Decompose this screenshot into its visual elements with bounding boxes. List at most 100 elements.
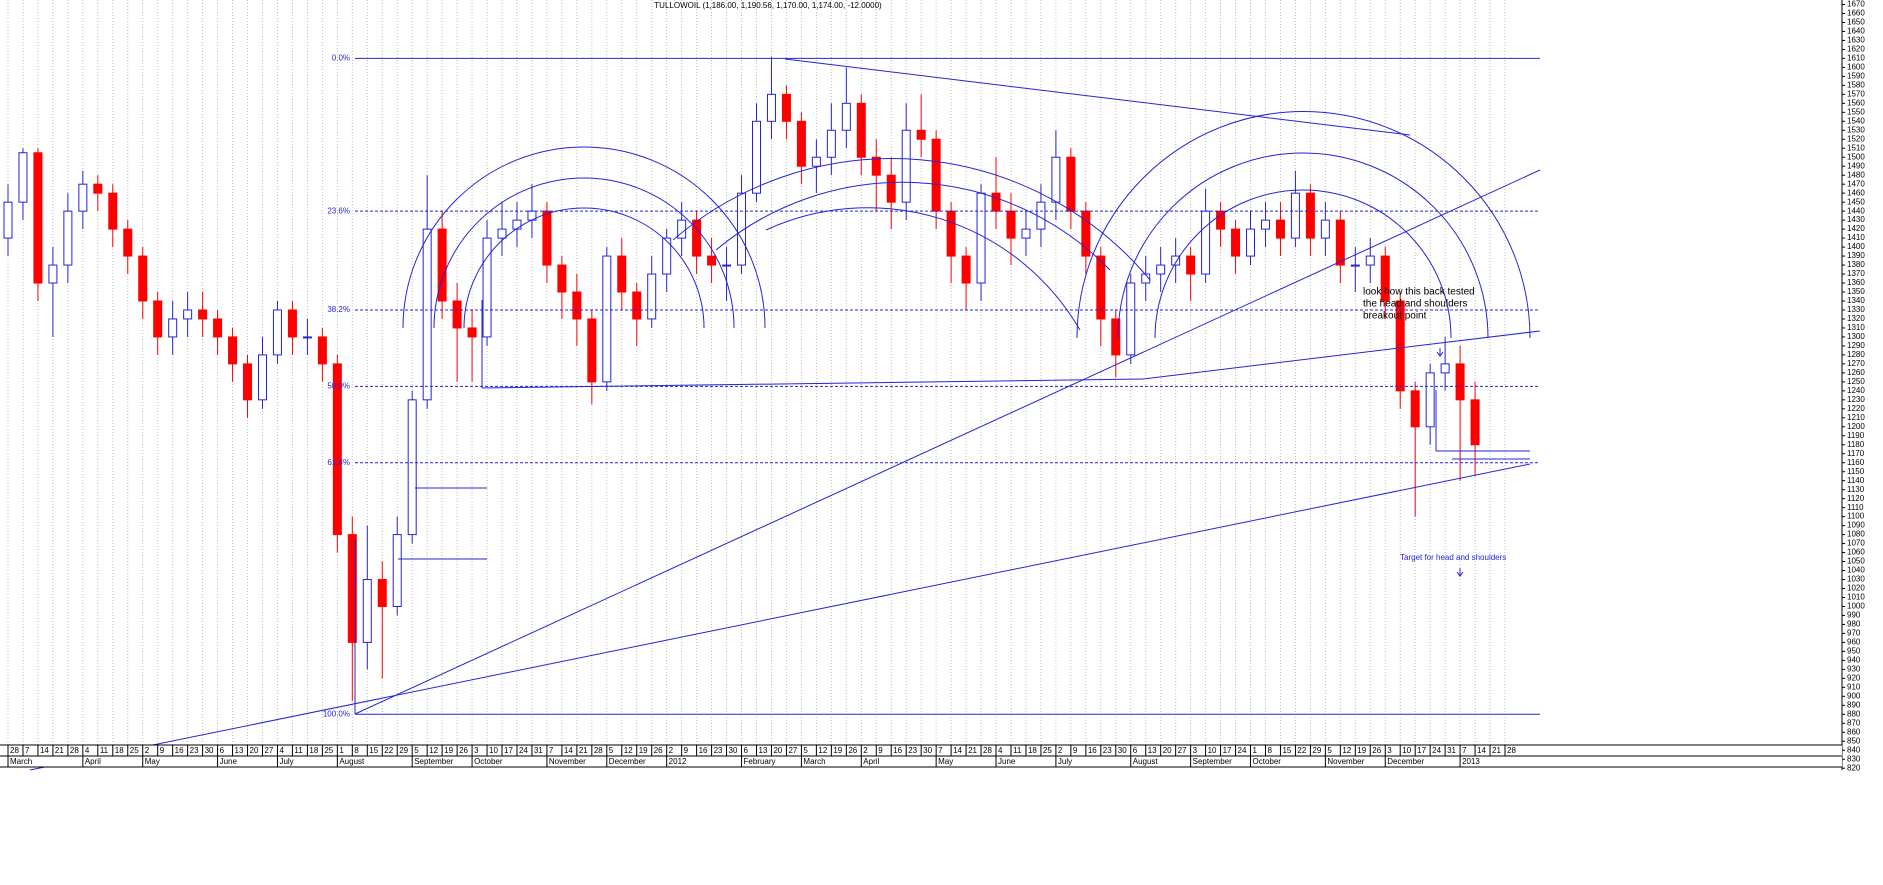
x-tick-label: 6 xyxy=(220,746,225,755)
candle-body xyxy=(1275,219,1285,239)
candle-body xyxy=(961,255,971,284)
x-tick-label: 9 xyxy=(684,746,689,755)
x-tick-label: 10 xyxy=(1402,746,1411,755)
x-tick-label: 9 xyxy=(1073,746,1078,755)
month-label: December xyxy=(609,757,646,766)
month-label: March xyxy=(10,757,32,766)
candle-body xyxy=(33,152,43,284)
arrow xyxy=(1436,348,1444,357)
x-tick-label: 14 xyxy=(1477,746,1486,755)
fib-label: 23.6% xyxy=(327,206,350,215)
candle-body xyxy=(931,138,941,212)
x-tick-label: 29 xyxy=(399,746,408,755)
candle-body xyxy=(856,102,866,158)
y-tick-label: 1050 xyxy=(1847,557,1865,566)
candle-body xyxy=(1111,318,1121,356)
x-tick-label: 30 xyxy=(923,746,932,755)
x-tick-label: 5 xyxy=(609,746,614,755)
candle-body xyxy=(153,300,163,338)
y-tick-label: 830 xyxy=(1847,754,1861,763)
month-label: July xyxy=(1058,757,1072,766)
y-tick-label: 1010 xyxy=(1847,593,1865,602)
month-label: August xyxy=(1133,757,1159,766)
x-tick-label: 7 xyxy=(938,746,943,755)
y-tick-label: 1520 xyxy=(1847,134,1865,143)
candle-body xyxy=(1335,219,1345,266)
candle-body xyxy=(257,354,267,401)
candle-body xyxy=(587,318,597,383)
x-tick-label: 16 xyxy=(175,746,184,755)
y-tick-label: 1150 xyxy=(1847,467,1865,476)
x-tick-label: 28 xyxy=(1507,746,1516,755)
candle-body xyxy=(1216,210,1226,230)
y-tick-label: 1370 xyxy=(1847,269,1865,278)
x-tick-label: 12 xyxy=(429,746,438,755)
axis-background xyxy=(1842,0,1883,885)
x-tick-label: 10 xyxy=(1208,746,1217,755)
y-tick-label: 1030 xyxy=(1847,575,1865,584)
y-tick-label: 1100 xyxy=(1847,512,1865,521)
y-tick-label: 1610 xyxy=(1847,54,1865,63)
month-label: September xyxy=(1193,757,1232,766)
y-tick-label: 1400 xyxy=(1847,242,1865,251)
candle-body xyxy=(183,309,193,320)
fib-label: 38.2% xyxy=(327,305,350,314)
x-tick-label: 18 xyxy=(115,746,124,755)
x-tick-label: 2 xyxy=(669,746,674,755)
arc xyxy=(715,181,1111,271)
y-tick-label: 1650 xyxy=(1847,18,1865,27)
y-tick-label: 1500 xyxy=(1847,152,1865,161)
x-tick-label: 19 xyxy=(1357,746,1366,755)
y-tick-label: 1640 xyxy=(1847,27,1865,36)
y-tick-label: 1390 xyxy=(1847,251,1865,260)
candle-body xyxy=(138,255,148,302)
x-tick-label: 14 xyxy=(40,746,49,755)
candle-body xyxy=(1051,156,1061,203)
candle-body xyxy=(93,183,103,194)
candle-body xyxy=(946,210,956,257)
y-tick-label: 1460 xyxy=(1847,188,1865,197)
candle-body xyxy=(1320,219,1330,239)
x-tick-label: 12 xyxy=(624,746,633,755)
y-tick-label: 1340 xyxy=(1847,296,1865,305)
y-tick-label: 1270 xyxy=(1847,359,1865,368)
x-tick-label: 26 xyxy=(654,746,663,755)
fib-label: 0.0% xyxy=(332,54,350,63)
y-tick-label: 1300 xyxy=(1847,332,1865,341)
candle-body xyxy=(1410,390,1420,428)
y-tick-label: 1540 xyxy=(1847,116,1865,125)
candle-body xyxy=(572,291,582,320)
month-label: October xyxy=(474,757,503,766)
x-tick-label: 7 xyxy=(1462,746,1467,755)
x-tick-label: 24 xyxy=(1238,746,1247,755)
x-tick-label: 3 xyxy=(474,746,479,755)
candle-body xyxy=(707,255,717,266)
candle-body xyxy=(392,534,402,607)
arc xyxy=(433,177,735,329)
candle-body xyxy=(647,273,657,320)
y-tick-label: 1360 xyxy=(1847,278,1865,287)
candle-body xyxy=(272,309,282,356)
candle-body xyxy=(1290,192,1300,239)
y-tick-label: 970 xyxy=(1847,629,1861,638)
candle-body xyxy=(886,174,896,203)
x-tick-label: 23 xyxy=(1103,746,1112,755)
x-tick-label: 14 xyxy=(564,746,573,755)
x-tick-label: 16 xyxy=(1088,746,1097,755)
y-tick-label: 1600 xyxy=(1847,62,1865,71)
x-tick-label: 12 xyxy=(1342,746,1351,755)
y-tick-label: 1280 xyxy=(1847,350,1865,359)
candle-body xyxy=(78,183,88,212)
x-tick-label: 2 xyxy=(145,746,150,755)
y-tick-label: 820 xyxy=(1847,763,1861,772)
x-tick-label: 7 xyxy=(25,746,30,755)
y-tick-label: 1060 xyxy=(1847,548,1865,557)
x-tick-label: 22 xyxy=(384,746,393,755)
month-label: July xyxy=(279,757,293,766)
x-tick-label: 23 xyxy=(190,746,199,755)
candle-body xyxy=(123,228,133,257)
month-label: November xyxy=(1327,757,1364,766)
candle-body xyxy=(362,579,372,643)
candle-body xyxy=(781,93,791,122)
